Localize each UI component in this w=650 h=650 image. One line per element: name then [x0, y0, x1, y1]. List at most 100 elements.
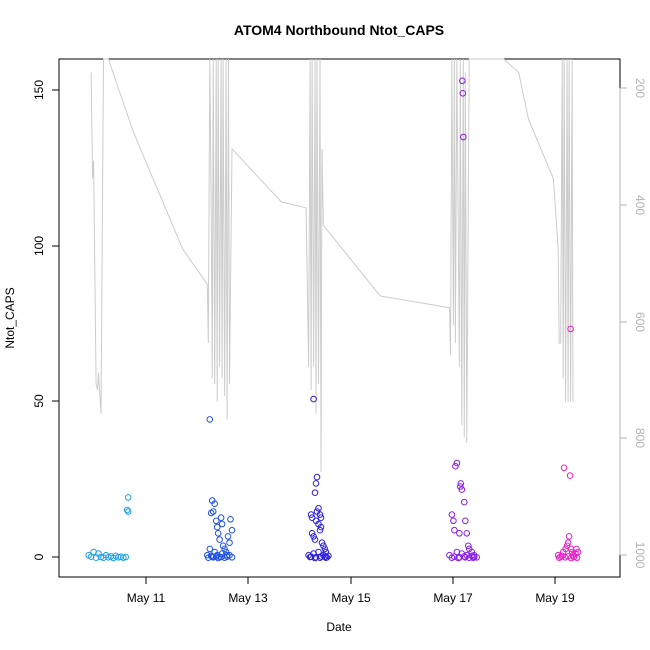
x-tick-label: May 11 — [127, 591, 166, 605]
data-point — [226, 539, 233, 547]
data-point — [459, 90, 467, 97]
data-point — [450, 517, 457, 525]
data-point — [206, 416, 214, 423]
data-point — [213, 523, 221, 531]
data-point — [218, 520, 226, 528]
data-point — [325, 552, 332, 560]
data-point — [123, 506, 131, 514]
data-point — [310, 395, 317, 403]
data-point — [311, 554, 319, 562]
x-tick-label: May 17 — [433, 591, 473, 605]
data-point — [124, 508, 132, 515]
data-point — [323, 554, 331, 561]
x-axis: May 11 May 13 May 15 May 17 May 19 Date — [127, 576, 575, 634]
series-group — [305, 395, 332, 562]
data-point — [459, 77, 466, 85]
data-point — [565, 533, 573, 540]
data-point — [321, 545, 329, 553]
data-point — [313, 473, 321, 481]
data-point — [308, 530, 316, 537]
data-point — [217, 553, 225, 561]
data-point — [122, 553, 129, 561]
data-point — [462, 517, 469, 525]
x-tick-label: May 13 — [228, 591, 268, 605]
data-point — [115, 554, 122, 561]
chart-title: ATOM4 Northbound Ntot_CAPS — [234, 22, 444, 38]
data-point — [465, 542, 472, 550]
data-point — [564, 539, 572, 547]
data-point — [560, 464, 568, 472]
data-point — [452, 462, 459, 470]
x-tick-label: May 19 — [535, 591, 575, 605]
data-point — [469, 554, 477, 562]
data-point — [566, 472, 574, 479]
data-point — [217, 514, 225, 522]
y2-tick-label: 800 — [633, 428, 647, 448]
y-tick-label: 150 — [32, 80, 46, 100]
data-point — [311, 536, 319, 543]
data-point — [460, 133, 467, 141]
data-point — [316, 511, 324, 518]
data-point — [124, 494, 132, 501]
data-point — [320, 542, 327, 550]
data-point — [212, 517, 220, 525]
data-point — [318, 539, 326, 547]
data-point — [573, 545, 580, 553]
data-point — [573, 554, 581, 562]
data-point — [462, 554, 469, 561]
y-tick-label: 50 — [32, 394, 46, 408]
data-point — [312, 480, 320, 487]
data-point — [315, 505, 322, 512]
data-point — [224, 533, 232, 540]
data-point — [214, 554, 222, 562]
data-point — [456, 530, 463, 537]
data-point — [212, 553, 220, 560]
data-point — [214, 530, 222, 537]
series-group — [85, 494, 132, 562]
y2-tick-label: 200 — [633, 78, 647, 98]
series-group — [446, 77, 481, 562]
data-point — [473, 554, 481, 561]
data-point — [311, 489, 319, 497]
y-axis: 0 50 100 150 Ntot_CAPS — [3, 80, 60, 560]
data-point — [206, 545, 214, 553]
x-tick-label: May 15 — [331, 591, 371, 605]
data-point — [463, 530, 471, 537]
data-point — [316, 526, 324, 534]
data-point — [458, 486, 466, 493]
data-point — [470, 553, 478, 561]
data-point — [228, 526, 236, 534]
altitude-line — [90, 58, 574, 473]
y2-tick-label: 400 — [633, 195, 647, 215]
y2-axis: 200 400 600 800 1000 — [619, 78, 647, 569]
data-point — [457, 483, 464, 490]
data-point — [209, 554, 217, 561]
data-point — [570, 553, 578, 561]
data-point — [211, 500, 218, 508]
data-point — [461, 498, 468, 506]
data-point — [207, 552, 215, 560]
data-point — [455, 554, 462, 562]
data-point — [310, 533, 317, 540]
data-point — [317, 514, 325, 522]
data-point — [453, 459, 461, 467]
data-point — [216, 536, 223, 543]
y-tick-label: 0 — [32, 553, 46, 560]
series-group — [554, 325, 582, 562]
data-point — [312, 517, 320, 525]
series-group — [204, 416, 236, 562]
data-point — [219, 542, 227, 550]
altitude-series — [90, 58, 574, 473]
y-tick-label: 100 — [32, 236, 46, 256]
data-point — [457, 480, 465, 487]
data-point — [317, 523, 325, 531]
data-point — [306, 553, 314, 561]
data-point — [227, 516, 234, 523]
data-point — [209, 508, 217, 515]
data-point — [448, 511, 456, 518]
y2-tick-label: 600 — [633, 312, 647, 332]
data-point — [207, 509, 215, 517]
data-point — [451, 526, 458, 534]
data-points — [85, 77, 582, 562]
